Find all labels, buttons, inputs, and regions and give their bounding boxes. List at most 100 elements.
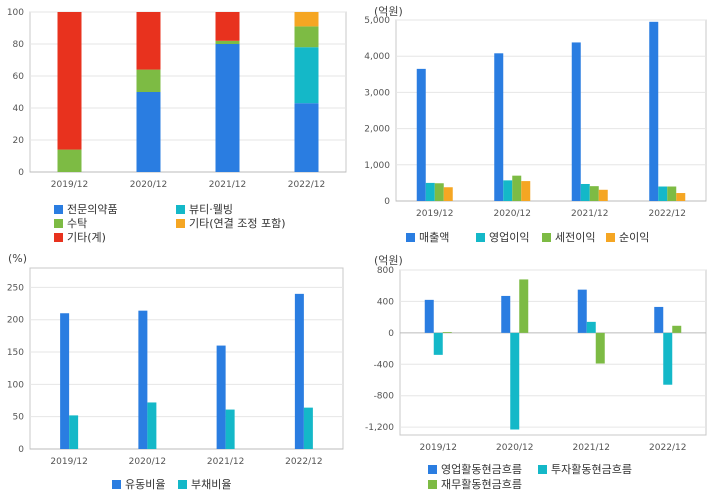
y-tick-label: 40	[13, 104, 25, 114]
y-tick-label: 200	[7, 316, 24, 326]
y-tick-label: 1,000	[364, 161, 390, 171]
bar	[571, 42, 581, 201]
bar	[433, 332, 443, 355]
legend-swatch	[178, 479, 187, 489]
legend-item[interactable]: 투자활동현금흐름	[538, 461, 632, 477]
legend-swatch	[54, 204, 63, 214]
y-tick-label: 2,000	[364, 125, 390, 135]
bar	[512, 175, 522, 201]
y-tick-label: 800	[377, 266, 394, 276]
legend-swatch	[54, 218, 63, 228]
y-tick-label: 150	[7, 348, 24, 358]
legend-label: 재무활동현금흐름	[441, 478, 522, 491]
bar-segment	[294, 103, 319, 172]
legend-swatch	[112, 479, 121, 489]
y-tick-label: 5,000	[364, 16, 390, 26]
legend-label: 전문의약품	[67, 203, 118, 216]
x-tick-label: 2022/12	[649, 209, 686, 219]
x-tick-label: 2021/12	[209, 180, 246, 190]
x-tick-label: 2020/12	[130, 180, 167, 190]
legend-label: 투자활동현금흐름	[551, 463, 632, 476]
bar-segment	[136, 12, 161, 70]
ratio-legend: 유동비율 부채비율	[112, 476, 352, 492]
legend-label: 뷰티·웰빙	[189, 203, 233, 216]
bar	[216, 345, 226, 449]
legend-label: 기타(연결 조정 포함)	[189, 217, 286, 230]
x-tick-label: 2022/12	[288, 180, 325, 190]
bar	[595, 332, 605, 364]
bar	[580, 183, 590, 201]
y-tick-label: 3,000	[364, 88, 390, 98]
bar	[147, 402, 157, 449]
legend-item[interactable]: 재무활동현금흐름	[428, 476, 522, 492]
y-tick-label: 100	[7, 8, 24, 18]
bar	[424, 299, 434, 333]
y-tick-label: -1,200	[365, 423, 394, 433]
legend-item[interactable]: 영업활동현금흐름	[428, 461, 522, 477]
legend-item[interactable]: 부채비율	[178, 476, 231, 492]
bar-segment	[57, 12, 82, 150]
legend-item[interactable]: 영업이익	[476, 229, 529, 245]
bar	[598, 189, 608, 201]
x-tick-label: 2019/12	[51, 180, 88, 190]
legend-item[interactable]: 전문의약품	[54, 201, 118, 217]
x-tick-label: 2021/12	[571, 209, 608, 219]
bar	[138, 310, 148, 449]
x-tick-label: 2019/12	[420, 443, 457, 453]
bar	[501, 295, 511, 333]
composition-chart-panel: 0 20 40 60 80 100 2019/12 2020/12 2021/12 2022/12…	[0, 0, 360, 248]
legend-item[interactable]: 수탁	[54, 215, 87, 231]
y-tick-label: 250	[7, 283, 24, 293]
bar	[69, 415, 79, 449]
y-tick-label: -800	[374, 392, 395, 402]
bar-segment	[215, 40, 240, 44]
legend-label: 기타(계)	[67, 231, 106, 244]
y-tick-label: 4,000	[364, 52, 390, 62]
income-legend: 매출액 영업이익 세전이익 순이익	[406, 229, 706, 245]
bar-segment	[136, 92, 161, 172]
legend-swatch	[428, 479, 437, 489]
income-chart: 0 1,000 2,000 3,000 4,000 5,000 2019/12 2020/12…	[364, 16, 707, 219]
legend-label: 매출액	[419, 231, 450, 244]
x-tick-label: 2019/12	[50, 457, 87, 467]
plot-area	[395, 19, 707, 202]
y-tick-label: 0	[384, 197, 390, 207]
y-tick-label: 80	[13, 40, 25, 50]
bar	[434, 183, 444, 201]
bar	[654, 306, 664, 333]
legend-item[interactable]: 기타(계)	[54, 229, 106, 245]
legend-swatch	[54, 232, 63, 242]
legend-item[interactable]: 뷰티·웰빙	[176, 201, 233, 217]
plot-area	[399, 269, 707, 436]
legend-item[interactable]: 순이익	[606, 229, 649, 245]
bar	[586, 321, 596, 333]
legend-item[interactable]: 세전이익	[542, 229, 595, 245]
income-chart-panel: (억원) 0 1,000 2,000 3,000 4,000 5,000 2019/12 20…	[360, 0, 720, 248]
bar	[676, 193, 686, 201]
y-tick-label: -400	[374, 360, 395, 370]
bar	[589, 186, 599, 201]
cashflow-unit-label: (억원)	[374, 254, 403, 267]
bar	[510, 332, 520, 430]
legend-item[interactable]: 매출액	[406, 229, 449, 245]
y-tick-label: 100	[7, 380, 24, 390]
bar	[577, 289, 587, 333]
cashflow-chart: -1,200 -800 -400 0 400 800 2019/12 2020/12 2021/…	[365, 266, 707, 453]
legend-item[interactable]: 기타(연결 조정 포함)	[176, 215, 286, 231]
bar	[494, 53, 504, 201]
x-tick-label: 2021/12	[573, 443, 610, 453]
income-unit-label: (억원)	[374, 5, 403, 18]
legend-swatch	[538, 464, 547, 474]
y-tick-label: 50	[13, 413, 25, 423]
bar	[225, 409, 235, 449]
y-tick-label: 0	[388, 329, 394, 339]
x-tick-label: 2020/12	[496, 443, 533, 453]
legend-item[interactable]: 유동비율	[112, 476, 165, 492]
ratio-chart: 0 50 100 150 200 250 2019/12 2020/12 2021/12 2022…	[7, 267, 344, 467]
legend-swatch	[176, 218, 185, 228]
bar-segment	[57, 149, 82, 172]
x-tick-label: 2020/12	[494, 209, 531, 219]
bar	[649, 21, 659, 202]
bar-segment	[294, 47, 319, 104]
